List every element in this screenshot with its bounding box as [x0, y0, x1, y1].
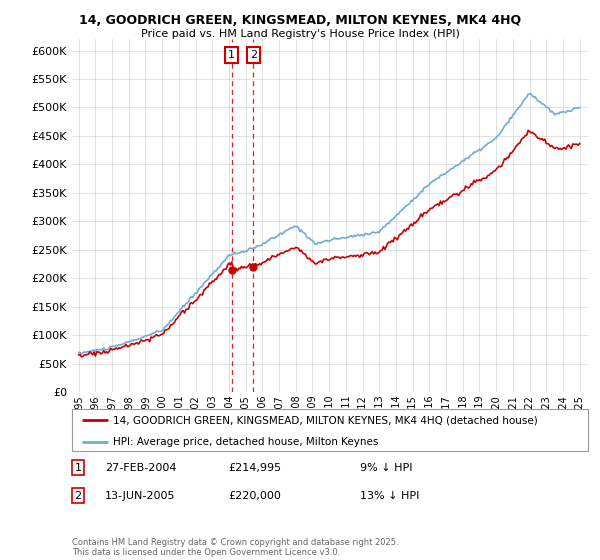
Text: £214,995: £214,995: [228, 463, 281, 473]
Text: 13-JUN-2005: 13-JUN-2005: [105, 491, 176, 501]
Text: 13% ↓ HPI: 13% ↓ HPI: [360, 491, 419, 501]
Text: 2: 2: [74, 491, 82, 501]
Text: 2: 2: [250, 50, 257, 60]
Text: 14, GOODRICH GREEN, KINGSMEAD, MILTON KEYNES, MK4 4HQ (detached house): 14, GOODRICH GREEN, KINGSMEAD, MILTON KE…: [113, 415, 538, 425]
Text: 9% ↓ HPI: 9% ↓ HPI: [360, 463, 413, 473]
Text: £220,000: £220,000: [228, 491, 281, 501]
Text: 27-FEB-2004: 27-FEB-2004: [105, 463, 176, 473]
Text: 14, GOODRICH GREEN, KINGSMEAD, MILTON KEYNES, MK4 4HQ: 14, GOODRICH GREEN, KINGSMEAD, MILTON KE…: [79, 14, 521, 27]
Text: Price paid vs. HM Land Registry's House Price Index (HPI): Price paid vs. HM Land Registry's House …: [140, 29, 460, 39]
Text: 1: 1: [228, 50, 235, 60]
Text: 1: 1: [74, 463, 82, 473]
Text: Contains HM Land Registry data © Crown copyright and database right 2025.
This d: Contains HM Land Registry data © Crown c…: [72, 538, 398, 557]
Text: HPI: Average price, detached house, Milton Keynes: HPI: Average price, detached house, Milt…: [113, 437, 379, 446]
